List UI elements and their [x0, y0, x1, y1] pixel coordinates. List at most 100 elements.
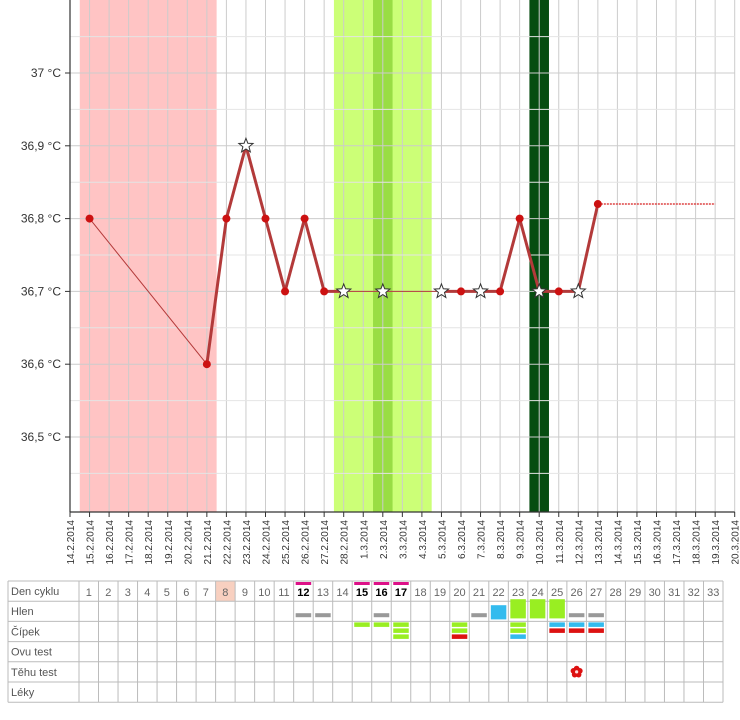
data-point: [202, 360, 211, 369]
cipek-mark: [568, 628, 585, 633]
data-point: [320, 287, 329, 296]
y-tick-label: 36,5 °C: [21, 430, 61, 444]
day-number: 29: [629, 587, 641, 599]
x-tick-label: 10.3.2014: [535, 520, 546, 565]
x-tick-label: 28.2.2014: [340, 520, 351, 565]
cycle-table: Den cyklu Hlen Čípek Ovu test Těhu test Léky 1…: [7, 580, 724, 703]
pink-marker: [393, 582, 409, 585]
data-point: [554, 287, 563, 296]
x-tick-label: 16.3.2014: [653, 520, 664, 565]
flower-petal: [570, 668, 577, 674]
data-point: [457, 287, 465, 296]
x-tick-label: 3.3.2014: [398, 520, 409, 559]
x-tick-label: 14.2.2014: [66, 520, 77, 565]
x-tick-label: 22.2.2014: [222, 520, 233, 565]
data-point: [261, 214, 270, 223]
temperature-series: [85, 136, 716, 369]
data-point-star: [374, 282, 392, 299]
day-number: 24: [531, 587, 543, 599]
cipek-mark: [354, 622, 370, 627]
row-label: Hlen: [11, 606, 34, 618]
cipek-mark: [588, 622, 604, 627]
x-tick-label: 27.2.2014: [320, 520, 331, 565]
day-number: 22: [492, 587, 504, 599]
day-number: 15: [356, 587, 368, 599]
day-number: 1: [86, 587, 92, 599]
x-tick-label: 6.3.2014: [457, 520, 468, 559]
pink-marker: [373, 582, 390, 585]
day-number: 21: [473, 587, 485, 599]
y-tick-label: 36,9 °C: [21, 139, 61, 153]
x-tick-label: 15.2.2014: [86, 520, 97, 565]
day-number: 7: [203, 587, 209, 599]
day-number: 8: [222, 587, 228, 599]
day-number: 16: [375, 587, 387, 599]
series-segment: [224, 144, 248, 221]
data-point-star: [237, 136, 255, 154]
red-flower-icon: [570, 665, 583, 678]
day-number: 17: [395, 587, 407, 599]
row-label: Ovu test: [11, 647, 52, 659]
day-number: 31: [668, 587, 680, 599]
hlen-mark: [471, 613, 487, 618]
x-tick-label: 13.3.2014: [594, 520, 605, 565]
data-point: [515, 214, 524, 223]
day-number: 14: [336, 587, 348, 599]
day-number: 32: [688, 587, 700, 599]
x-tick-label: 18.3.2014: [692, 520, 703, 565]
data-point: [281, 287, 290, 296]
x-tick-label: 18.2.2014: [144, 520, 155, 565]
day-number: 6: [183, 587, 189, 599]
hlen-mark: [373, 613, 390, 618]
cipek-mark: [510, 628, 526, 633]
day-number: 18: [414, 587, 426, 599]
series-segment: [244, 144, 267, 221]
day-number: 4: [144, 587, 150, 599]
flower-center: [575, 670, 579, 674]
y-tick-label: 37 °C: [31, 66, 61, 80]
day-number: 25: [551, 587, 563, 599]
day-number: 23: [512, 587, 524, 599]
day-number: 26: [571, 587, 583, 599]
series-segment: [518, 217, 541, 293]
x-tick-label: 17.2.2014: [125, 520, 136, 565]
day-number: 33: [707, 587, 719, 599]
day-number: 10: [258, 587, 270, 599]
hlen-mark: [529, 599, 546, 619]
row-label: Čípek: [11, 625, 40, 638]
x-tick-label: 23.2.2014: [242, 520, 253, 565]
day-number: 12: [297, 587, 309, 599]
series-segment: [89, 218, 208, 365]
series-segment: [283, 217, 307, 293]
cipek-mark: [393, 628, 409, 633]
series-segment: [264, 217, 287, 293]
cipek-mark: [588, 628, 604, 633]
x-tick-label: 25.2.2014: [281, 520, 292, 565]
cipek-mark: [510, 634, 526, 639]
x-tick-label: 12.3.2014: [574, 520, 585, 565]
x-tick-label: 4.3.2014: [418, 520, 429, 559]
x-tick-label: 16.2.2014: [105, 520, 116, 565]
hlen-mark: [549, 599, 565, 619]
day-number: 28: [610, 587, 622, 599]
x-tick-label: 17.3.2014: [672, 520, 683, 565]
day-number: 3: [125, 587, 131, 599]
data-point: [222, 214, 231, 223]
pink-marker: [295, 582, 312, 585]
data-point-star: [432, 282, 450, 299]
cipek-mark: [549, 622, 565, 627]
series-segment: [576, 202, 600, 293]
day-number: 27: [590, 587, 602, 599]
data-point: [85, 214, 94, 223]
x-tick-label: 19.2.2014: [164, 520, 175, 565]
hlen-mark: [315, 613, 331, 618]
x-axis: 14.2.2014 15.2.2014 16.2.2014 17.2.2014 18.2…: [66, 511, 740, 565]
x-tick-label: 20.3.2014: [731, 520, 740, 565]
x-tick-label: 21.2.2014: [203, 520, 214, 565]
day-number: 20: [453, 587, 465, 599]
y-axis: 36,5 °C 36,6 °C 36,7 °C 36,8 °C 36,9 °C 37 °C: [21, 0, 71, 512]
data-point-star: [335, 282, 353, 299]
data-point-star: [569, 282, 587, 299]
series-segment: [498, 217, 522, 293]
